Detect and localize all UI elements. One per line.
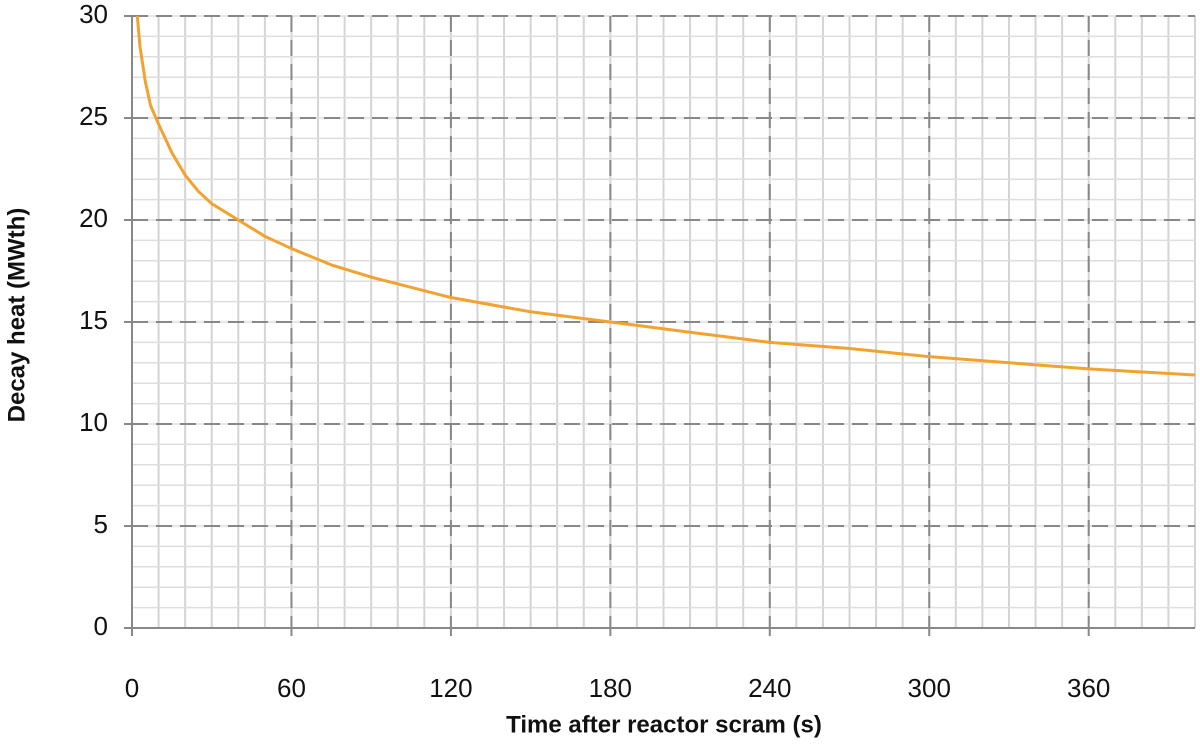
x-tick-label: 360 (1067, 673, 1110, 703)
y-tick-label: 0 (94, 611, 108, 641)
x-axis-title: Time after reactor scram (s) (506, 711, 822, 738)
x-tick-label: 300 (908, 673, 951, 703)
y-tick-label: 20 (79, 203, 108, 233)
y-tick-label: 5 (94, 509, 108, 539)
x-tick-label: 240 (748, 673, 791, 703)
x-tick-label: 180 (589, 673, 632, 703)
y-tick-label: 15 (79, 305, 108, 335)
x-tick-label: 120 (429, 673, 472, 703)
x-tick-label: 0 (125, 673, 139, 703)
y-tick-label: 25 (79, 101, 108, 131)
y-tick-label: 30 (79, 0, 108, 29)
x-tick-label: 60 (277, 673, 306, 703)
y-axis-title: Decay heat (MWth) (3, 208, 30, 423)
y-tick-label: 10 (79, 407, 108, 437)
line-series (135, 15, 1196, 377)
